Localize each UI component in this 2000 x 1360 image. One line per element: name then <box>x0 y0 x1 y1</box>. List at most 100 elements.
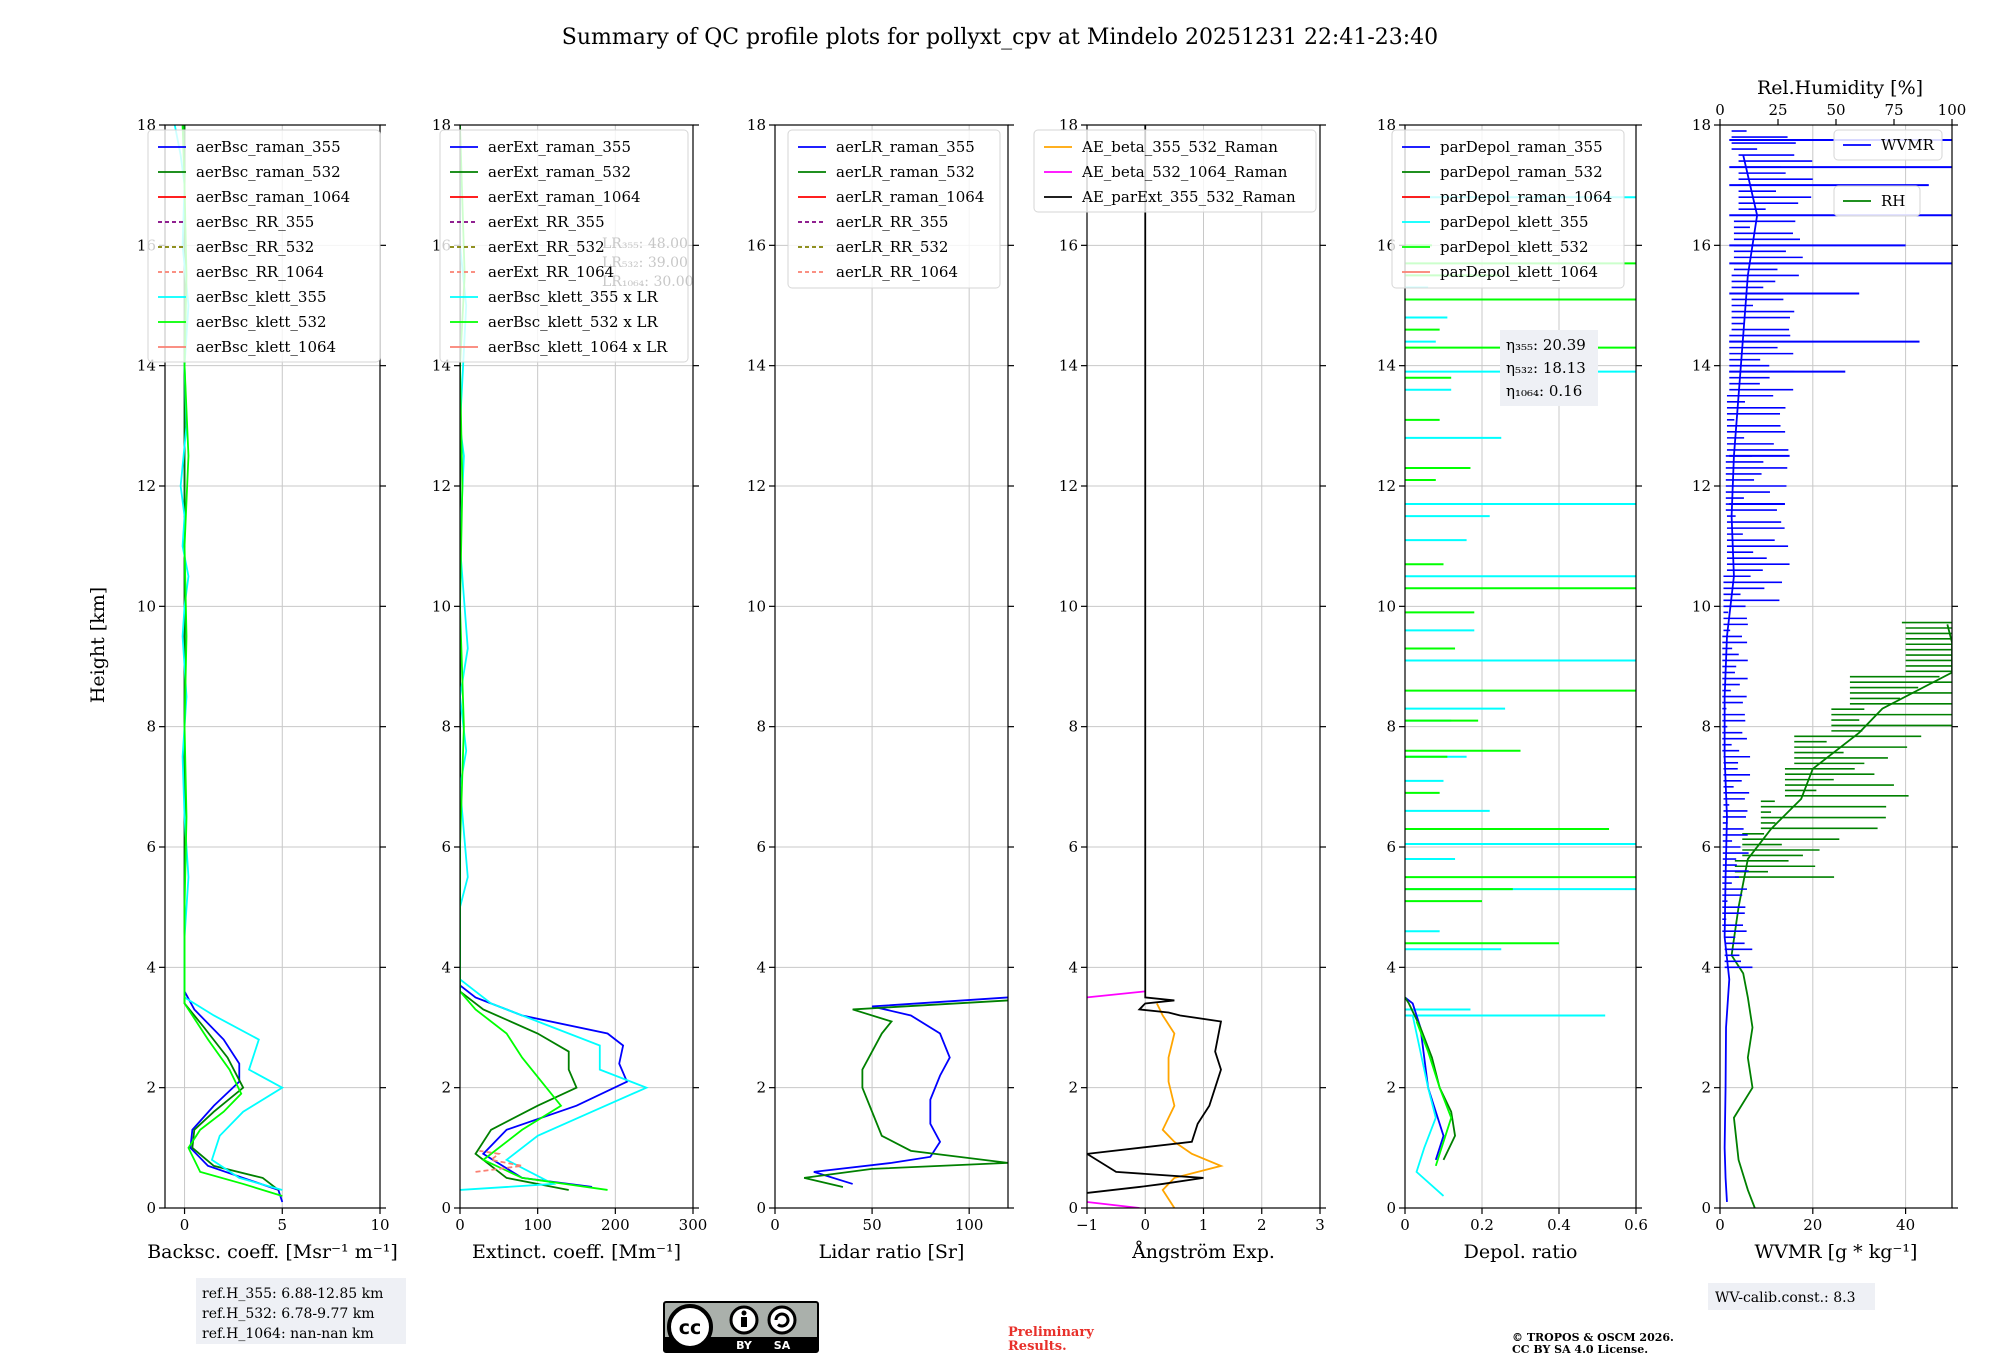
y-tick-label: 8 <box>1701 718 1711 736</box>
legend-label: parDepol_klett_355 <box>1440 213 1589 231</box>
y-tick-label: 12 <box>1059 477 1078 495</box>
x-tick-label: 300 <box>679 1216 708 1234</box>
legend-box <box>439 129 689 363</box>
panel-ext: 0246810121416180100200300Extinct. coeff.… <box>432 116 707 1263</box>
lr-annotation: LR₁₀₆₄: 30.00 <box>602 274 694 290</box>
y-tick-label: 6 <box>1068 838 1078 856</box>
y-axis-label: Height [km] <box>87 587 109 703</box>
legend-label: aerLR_RR_355 <box>836 213 948 231</box>
y-tick-label: 6 <box>1386 838 1396 856</box>
legend-ext: aerExt_raman_355 aerExt_raman_532 aerExt_r… <box>439 129 689 363</box>
legend-label: AE_beta_532_1064_Raman <box>1081 163 1288 181</box>
legend-label: aerLR_raman_355 <box>836 138 975 156</box>
cc-mark-text: cc <box>679 1317 702 1339</box>
y-tick-label: 0 <box>146 1199 156 1217</box>
rh-line <box>1730 624 1952 1208</box>
x-axis-label: Backsc. coeff. [Msr⁻¹ m⁻¹] <box>147 1241 398 1263</box>
copyright-line2: CC BY SA 4.0 License. <box>1512 1343 1648 1356</box>
copyright-line1: © TROPOS & OSCM 2026. <box>1512 1331 1674 1344</box>
y-tick-label: 16 <box>1377 236 1396 254</box>
legend-box <box>787 129 1001 289</box>
y-tick-label: 10 <box>1059 597 1078 615</box>
ref-height-532: ref.H_532: 6.78-9.77 km <box>202 1306 375 1322</box>
legend-label: aerExt_RR_532 <box>488 238 605 256</box>
series-AE_beta_355_532_Raman <box>1156 1003 1224 1208</box>
x-axis-label: Extinct. coeff. [Mm⁻¹] <box>472 1241 681 1263</box>
y-tick-label: 2 <box>1068 1079 1078 1097</box>
y-tick-label: 14 <box>1377 357 1396 375</box>
legend-label: aerBsc_klett_355 <box>196 288 327 306</box>
preliminary-label-line2: Results. <box>1008 1339 1067 1354</box>
series-aerBsc_klett_355 x LR <box>460 125 649 1191</box>
y-tick-label: 8 <box>441 718 451 736</box>
y-tick-label: 4 <box>1386 958 1396 976</box>
y-tick-label: 10 <box>1377 597 1396 615</box>
y-tick-label: 4 <box>146 958 156 976</box>
eta-value: η₅₃₂: 18.13 <box>1506 359 1586 377</box>
y-tick-label: 10 <box>137 597 156 615</box>
x-axis-label: Ångström Exp. <box>1131 1241 1275 1263</box>
cc-by-text: BY <box>736 1339 753 1352</box>
x-tick-label: 200 <box>601 1216 630 1234</box>
sa-arrow-icon <box>767 1305 797 1335</box>
x-tick-label: 1 <box>1199 1216 1209 1234</box>
legend-label: aerBsc_raman_1064 <box>196 188 350 206</box>
y-tick-label: 2 <box>1701 1079 1711 1097</box>
legend-label: RH <box>1881 192 1905 210</box>
series-AE_beta_532_1064_Raman <box>1087 1201 1140 1208</box>
x-tick-label: 0 <box>180 1216 190 1234</box>
legend-label: parDepol_klett_532 <box>1440 238 1589 256</box>
series-aerLR_raman_532 <box>803 999 1008 1188</box>
legend-label: parDepol_klett_1064 <box>1440 263 1598 281</box>
series-aerBsc_klett_532 x LR <box>460 125 608 1191</box>
eta-value: η₁₀₆₄: 0.16 <box>1506 382 1582 400</box>
legend-label: aerExt_RR_355 <box>488 213 605 231</box>
y-tick-label: 6 <box>146 838 156 856</box>
legend-dep: parDepol_raman_355 parDepol_raman_532 parD… <box>1391 129 1625 289</box>
top-tick-label: 75 <box>1884 101 1903 119</box>
y-tick-label: 4 <box>1068 958 1078 976</box>
x-tick-label: −1 <box>1076 1216 1098 1234</box>
legend-label: aerBsc_raman_532 <box>196 163 341 181</box>
legend-box <box>1033 129 1317 213</box>
legend-label: aerBsc_RR_532 <box>196 238 314 256</box>
lr-annotation: LR₃₅₅: 48.00 <box>602 236 688 252</box>
series-parDepol_raman_355 <box>1405 996 1445 1161</box>
y-tick-label: 8 <box>1386 718 1396 736</box>
by-person-body-icon <box>741 1317 747 1327</box>
y-tick-label: 16 <box>747 236 766 254</box>
y-tick-label: 16 <box>1059 236 1078 254</box>
y-tick-label: 2 <box>1386 1079 1396 1097</box>
legend-label: aerLR_raman_1064 <box>836 188 984 206</box>
legend-label: aerBsc_klett_532 x LR <box>488 313 659 331</box>
panel-lr: 0 2 4 6 8 10 12 14 16 18 0 50 100 Lidar ratio [Sr] aer… <box>747 116 1014 1263</box>
y-tick-label: 0 <box>1701 1199 1711 1217</box>
y-tick-label: 6 <box>1701 838 1711 856</box>
cc-sa-text: SA <box>774 1339 791 1352</box>
series-aerExt_raman_532 <box>460 125 578 1191</box>
top-tick-label: 100 <box>1938 101 1967 119</box>
x-tick-label: 0.4 <box>1547 1216 1571 1234</box>
legend-label: aerExt_RR_1064 <box>488 263 614 281</box>
y-tick-label: 18 <box>747 116 766 134</box>
y-tick-label: 18 <box>1377 116 1396 134</box>
y-tick-label: 2 <box>756 1079 766 1097</box>
y-tick-label: 14 <box>1059 357 1078 375</box>
series-aerBsc_raman_532 <box>183 125 279 1191</box>
ref-height-box-bg <box>196 1278 406 1344</box>
panel-frame <box>164 124 381 1209</box>
y-tick-label: 4 <box>1701 958 1711 976</box>
cc-by-sa-badge-icon: cc BY SA <box>663 1301 819 1353</box>
x-tick-label: 0.2 <box>1470 1216 1494 1234</box>
legend-label: aerExt_raman_1064 <box>488 188 641 206</box>
y-tick-label: 12 <box>747 477 766 495</box>
x-tick-label: 20 <box>1803 1216 1822 1234</box>
legend-label: parDepol_raman_355 <box>1440 138 1603 156</box>
top-tick-label: 50 <box>1826 101 1845 119</box>
legend-label: aerBsc_klett_1064 x LR <box>488 338 668 356</box>
ref-height-1064: ref.H_1064: nan-nan km <box>202 1326 374 1342</box>
panel-data-wv <box>1722 130 1952 1208</box>
